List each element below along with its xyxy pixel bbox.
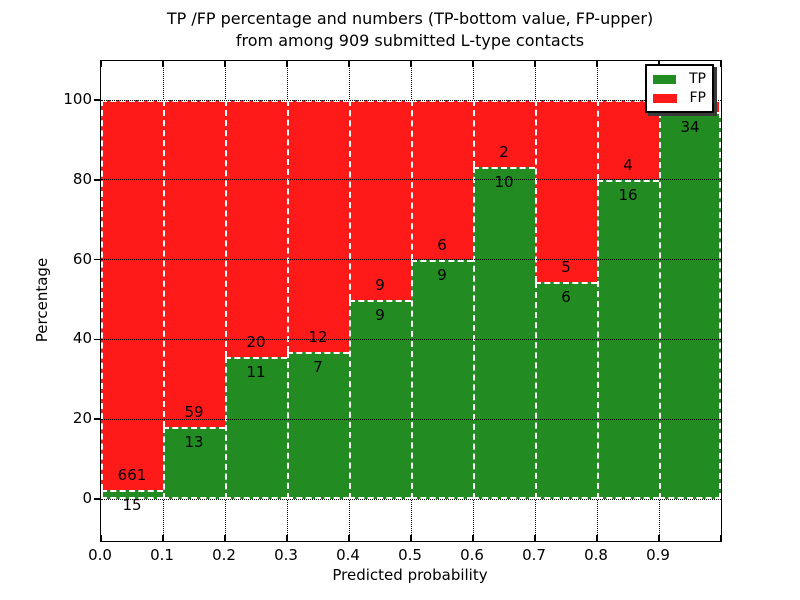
grid-line-horizontal: [101, 99, 721, 101]
chart-title-line2: from among 909 submitted L-type contacts: [235, 31, 585, 50]
x-axis-tick-top: [348, 61, 350, 67]
tp-count-label: 34: [680, 117, 700, 136]
tp-count-label: 9: [375, 305, 385, 324]
x-tick-label: 0.9: [646, 546, 670, 564]
x-tick-label: 0.0: [88, 546, 112, 564]
fp-bar-segment: [597, 100, 659, 180]
tp-count-label: 15: [122, 496, 142, 515]
x-axis-tick-bottom: [410, 535, 412, 541]
y-tick-label: 100: [63, 90, 92, 108]
fp-count-label: 2: [499, 142, 509, 161]
x-tick-label: 0.6: [460, 546, 484, 564]
x-axis-tick-top: [596, 61, 598, 67]
y-axis-tick: [93, 418, 100, 420]
fp-count-label: 9: [375, 275, 385, 294]
tp-count-label: 7: [313, 358, 323, 377]
grid-line-horizontal: [101, 259, 721, 261]
x-axis-tick-bottom: [534, 535, 536, 541]
y-axis-tick: [93, 258, 100, 261]
y-tick-label: 40: [72, 329, 92, 348]
x-axis-tick-bottom: [658, 535, 660, 541]
x-axis-tick-bottom: [720, 535, 722, 541]
tp-bar-segment: [101, 490, 163, 499]
x-tick-label: 0.3: [274, 546, 298, 564]
legend: TP FP: [645, 64, 714, 113]
fp-count-label: 59: [184, 402, 204, 421]
fp-count-label: 661: [117, 466, 147, 485]
x-axis-tick-top: [534, 61, 536, 67]
fp-bar-segment: [535, 100, 597, 282]
x-axis-label: Predicted probability: [332, 566, 488, 584]
tp-count-label: 10: [494, 172, 514, 191]
y-tick-label: 80: [72, 169, 92, 188]
x-axis-tick-bottom: [596, 535, 598, 541]
tp-bar-segment: [535, 281, 597, 499]
fp-bar-segment: [349, 100, 411, 300]
x-tick-label: 0.7: [522, 546, 546, 564]
tp-count-label: 9: [437, 265, 447, 284]
x-axis-tick-top: [286, 61, 288, 67]
grid-line-horizontal: [101, 338, 721, 340]
x-axis-tick-bottom: [224, 535, 226, 541]
x-axis-tick-top: [720, 61, 722, 67]
tp-bar-segment: [225, 357, 287, 499]
fp-bar-segment: [287, 100, 349, 353]
tp-bar-segment: [287, 352, 349, 499]
x-axis-tick-bottom: [286, 535, 288, 541]
fp-legend-swatch: [653, 93, 677, 103]
y-tick-label: 60: [72, 249, 92, 268]
x-axis-tick-bottom: [162, 535, 164, 541]
fp-count-label: 20: [246, 333, 266, 352]
fp-bar-segment: [101, 100, 163, 491]
y-axis-tick: [93, 498, 100, 500]
x-axis-tick-top: [472, 61, 474, 67]
x-axis-tick-bottom: [348, 535, 350, 541]
legend-entry-fp: FP: [653, 90, 706, 106]
legend-entry-tp: TP: [653, 71, 706, 87]
y-axis-label: Percentage: [33, 257, 51, 343]
tp-count-label: 6: [561, 287, 571, 306]
x-axis-tick-top: [162, 61, 164, 67]
y-axis-tick: [93, 338, 100, 341]
fp-bar-segment: [163, 100, 225, 427]
fp-bar-segment: [225, 100, 287, 358]
grid-line-horizontal: [101, 418, 721, 420]
y-axis-tick: [93, 179, 100, 181]
x-axis-tick-top: [100, 61, 102, 67]
fp-bar-segment: [473, 100, 535, 167]
tp-legend-label: TP: [689, 71, 706, 87]
plot-area: 6611559132011127996921056416134: [93, 60, 722, 542]
fp-count-label: 4: [623, 155, 633, 174]
tp-count-label: 11: [246, 363, 266, 382]
chart-title-line1: TP /FP percentage and numbers (TP-bottom…: [166, 9, 654, 28]
x-tick-label: 0.4: [336, 546, 360, 564]
tp-bar-segment: [411, 259, 473, 499]
tp-bar-segment: [473, 166, 535, 499]
x-tick-label: 0.1: [150, 546, 174, 564]
grid-line-horizontal: [101, 179, 721, 181]
x-tick-label: 0.2: [212, 546, 236, 564]
tp-legend-swatch: [653, 74, 676, 84]
fp-legend-label: FP: [689, 90, 707, 106]
x-tick-label: 0.8: [584, 546, 608, 564]
x-axis-tick-top: [224, 61, 226, 67]
y-tick-label: 0: [82, 489, 92, 507]
grid-line-horizontal: [101, 498, 721, 500]
tp-count-label: 13: [184, 432, 204, 451]
tp-bar-segment: [163, 426, 225, 499]
x-axis-tick-bottom: [472, 535, 474, 541]
y-tick-label: 20: [72, 409, 92, 428]
x-axis-tick-top: [410, 61, 412, 67]
fp-count-label: 12: [308, 328, 328, 347]
y-axis-tick: [93, 99, 100, 101]
tp-bar-segment: [659, 111, 721, 499]
x-tick-label: 0.5: [398, 546, 422, 564]
x-axis-tick-bottom: [100, 535, 102, 541]
tp-bar-segment: [349, 299, 411, 499]
fp-count-label: 6: [437, 235, 447, 254]
fp-count-label: 5: [561, 257, 571, 276]
tp-count-label: 16: [618, 185, 638, 204]
